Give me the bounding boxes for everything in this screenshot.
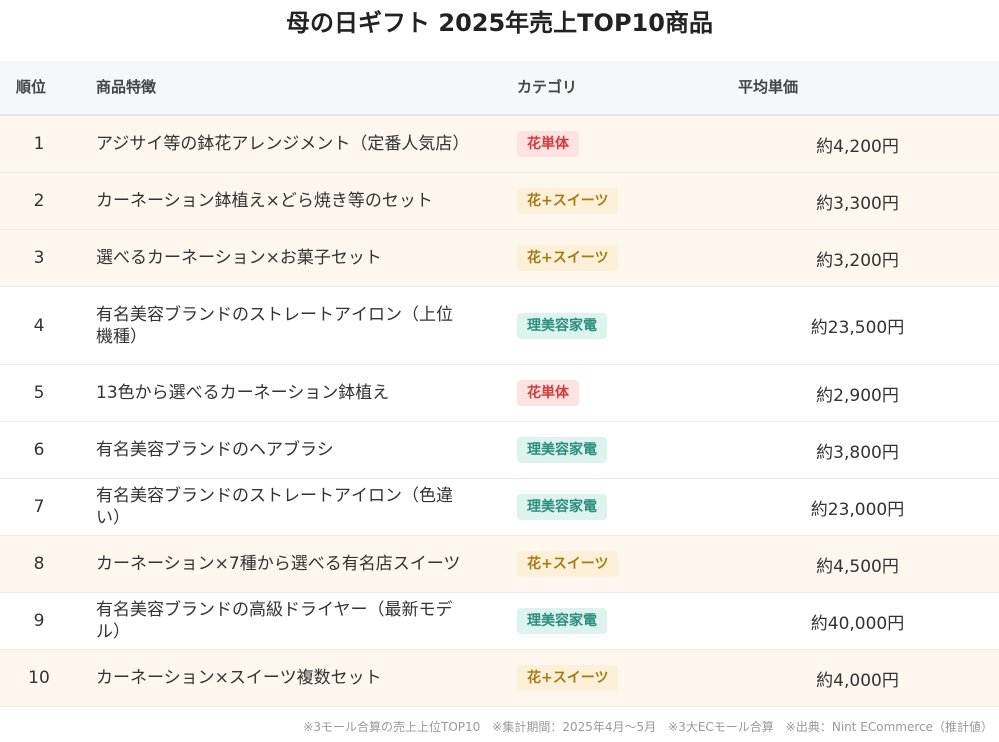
price-cell: 約3,800円: [816, 442, 899, 463]
product-name: アジサイ等の鉢花アレンジメント（定番人気店）: [96, 134, 470, 154]
price-cell: 約4,200円: [816, 136, 899, 157]
category-badge: 花+スイーツ: [517, 551, 619, 577]
rank-cell: 9: [33, 611, 45, 631]
price-cell: 約3,300円: [816, 193, 899, 214]
rank-cell: 3: [33, 248, 45, 268]
price-cell: 約2,900円: [816, 385, 899, 406]
rank-cell: 6: [33, 440, 45, 460]
product-name: カーネーション×スイーツ複数セット: [96, 668, 382, 688]
product-name: 有名美容ブランドの高級ドライヤー（最新モデル）: [96, 600, 453, 642]
table-row: 4 有名美容ブランドのストレートアイロン（上位機種） 理美容家電 約23,500…: [0, 287, 999, 365]
rank-cell: 2: [33, 191, 45, 211]
category-badge: 花単体: [517, 380, 579, 406]
table-row: 10 カーネーション×スイーツ複数セット 花+スイーツ 約4,000円: [0, 650, 999, 707]
category-badge: 理美容家電: [517, 312, 607, 339]
table-row: 3 選べるカーネーション×お菓子セット 花+スイーツ 約3,200円: [0, 230, 999, 287]
price-cell: 約40,000円: [810, 613, 905, 634]
footnote: ※3モール合算の売上上位TOP10 ※集計期間：2025年4月～5月 ※3大EC…: [303, 720, 993, 734]
category-badge: 理美容家電: [517, 608, 607, 634]
category-badge: 花+スイーツ: [517, 188, 619, 214]
rank-cell: 7: [33, 497, 45, 517]
table-row: 2 カーネーション鉢植え×どら焼き等のセット 花+スイーツ 約3,300円: [0, 173, 999, 230]
product-name: 有名美容ブランドのストレートアイロン（色違い）: [96, 486, 453, 528]
rank-cell: 4: [33, 315, 45, 336]
table-row: 7 有名美容ブランドのストレートアイロン（色違い） 理美容家電 約23,000円: [0, 479, 999, 536]
category-badge: 理美容家電: [517, 494, 607, 520]
table-header: 順位 商品特徴 カテゴリ 平均単価: [0, 61, 999, 116]
ranking-table: 順位 商品特徴 カテゴリ 平均単価 1 アジサイ等の鉢花アレンジメント（定番人気…: [0, 61, 999, 707]
product-name: 選べるカーネーション×お菓子セット: [96, 248, 382, 268]
category-badge: 花+スイーツ: [517, 665, 619, 691]
table-row: 9 有名美容ブランドの高級ドライヤー（最新モデル） 理美容家電 約40,000円: [0, 593, 999, 650]
table-row: 6 有名美容ブランドのヘアブラシ 理美容家電 約3,800円: [0, 422, 999, 479]
rank-cell: 10: [28, 668, 50, 688]
product-name: 有名美容ブランドのストレートアイロン（上位機種）: [96, 304, 453, 347]
product-name: カーネーション×7種から選べる有名店スイーツ: [96, 554, 461, 574]
price-cell: 約23,000円: [810, 499, 905, 520]
product-name: 13色から選べるカーネーション鉢植え: [96, 383, 390, 403]
price-cell: 約3,200円: [816, 250, 899, 271]
table-row: 8 カーネーション×7種から選べる有名店スイーツ 花+スイーツ 約4,500円: [0, 536, 999, 593]
category-badge: 花+スイーツ: [517, 245, 619, 271]
category-badge: 花単体: [517, 131, 579, 157]
price-cell: 約4,500円: [816, 556, 899, 577]
price-cell: 約4,000円: [816, 670, 899, 691]
product-name: 有名美容ブランドのヘアブラシ: [96, 440, 334, 460]
header-rank: 順位: [16, 78, 47, 96]
table-row: 1 アジサイ等の鉢花アレンジメント（定番人気店） 花単体 約4,200円: [0, 116, 999, 173]
category-badge: 理美容家電: [517, 437, 607, 463]
header-name: 商品特徴: [96, 78, 157, 96]
header-price: 平均単価: [738, 78, 799, 96]
rank-cell: 8: [33, 554, 45, 574]
rank-cell: 1: [33, 134, 45, 154]
page-title: 母の日ギフト 2025年売上TOP10商品: [286, 9, 713, 37]
price-cell: 約23,500円: [810, 318, 905, 338]
table-row: 5 13色から選べるカーネーション鉢植え 花単体 約2,900円: [0, 365, 999, 422]
product-name: カーネーション鉢植え×どら焼き等のセット: [96, 191, 433, 211]
header-category: カテゴリ: [517, 78, 578, 96]
rank-cell: 5: [33, 383, 45, 403]
